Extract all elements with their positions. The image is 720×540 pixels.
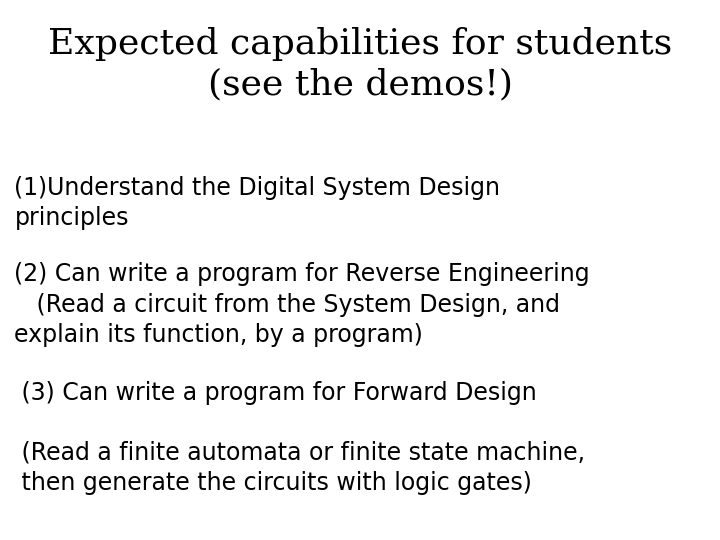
Text: Expected capabilities for students
(see the demos!): Expected capabilities for students (see …: [48, 27, 672, 102]
Text: (1)Understand the Digital System Design
principles: (1)Understand the Digital System Design …: [14, 176, 500, 230]
Text: (2) Can write a program for Reverse Engineering
   (Read a circuit from the Syst: (2) Can write a program for Reverse Engi…: [14, 262, 590, 347]
Text: (Read a finite automata or finite state machine,
 then generate the circuits wit: (Read a finite automata or finite state …: [14, 440, 585, 495]
Text: (3) Can write a program for Forward Design: (3) Can write a program for Forward Desi…: [14, 381, 537, 404]
